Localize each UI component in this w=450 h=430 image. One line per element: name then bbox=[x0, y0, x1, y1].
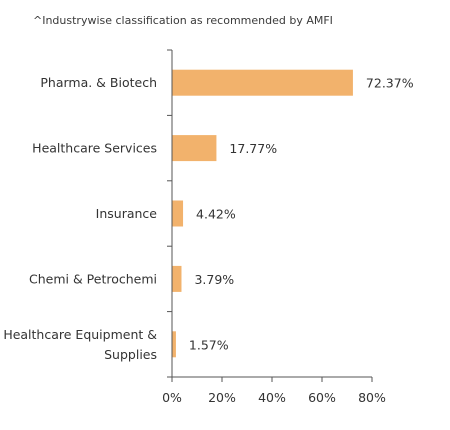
bar-0 bbox=[172, 69, 353, 96]
category-label-line: Insurance bbox=[96, 206, 158, 221]
bar-4 bbox=[172, 331, 176, 358]
chart-note: ^Industrywise classification as recommen… bbox=[33, 14, 333, 27]
bar-1 bbox=[172, 135, 217, 162]
category-label-0: Pharma. & Biotech bbox=[40, 75, 157, 90]
value-label-0: 72.37% bbox=[366, 76, 414, 91]
value-label-4: 1.57% bbox=[189, 337, 229, 352]
value-label-3: 3.79% bbox=[194, 272, 234, 287]
x-tick-label-1: 20% bbox=[208, 390, 236, 405]
bar-2 bbox=[172, 200, 184, 227]
x-tick-label-2: 40% bbox=[258, 390, 286, 405]
category-label-line: Chemi & Petrochemi bbox=[29, 271, 157, 286]
category-label-1: Healthcare Services bbox=[32, 141, 157, 156]
category-label-line: Healthcare Equipment & bbox=[3, 327, 157, 342]
category-label-4: Healthcare Equipment & Supplies bbox=[3, 327, 157, 362]
x-tick-label-4: 80% bbox=[358, 390, 386, 405]
bar-3 bbox=[172, 265, 182, 292]
category-label-line: Healthcare Services bbox=[32, 141, 157, 156]
value-label-2: 4.42% bbox=[196, 207, 236, 222]
category-label-line: Pharma. & Biotech bbox=[40, 75, 157, 90]
x-tick-label-0: 0% bbox=[162, 390, 182, 405]
category-label-line: Supplies bbox=[104, 347, 157, 362]
x-tick-label-3: 60% bbox=[308, 390, 336, 405]
category-label-3: Chemi & Petrochemi bbox=[29, 271, 157, 286]
value-label-1: 17.77% bbox=[229, 141, 277, 156]
category-label-2: Insurance bbox=[96, 206, 158, 221]
